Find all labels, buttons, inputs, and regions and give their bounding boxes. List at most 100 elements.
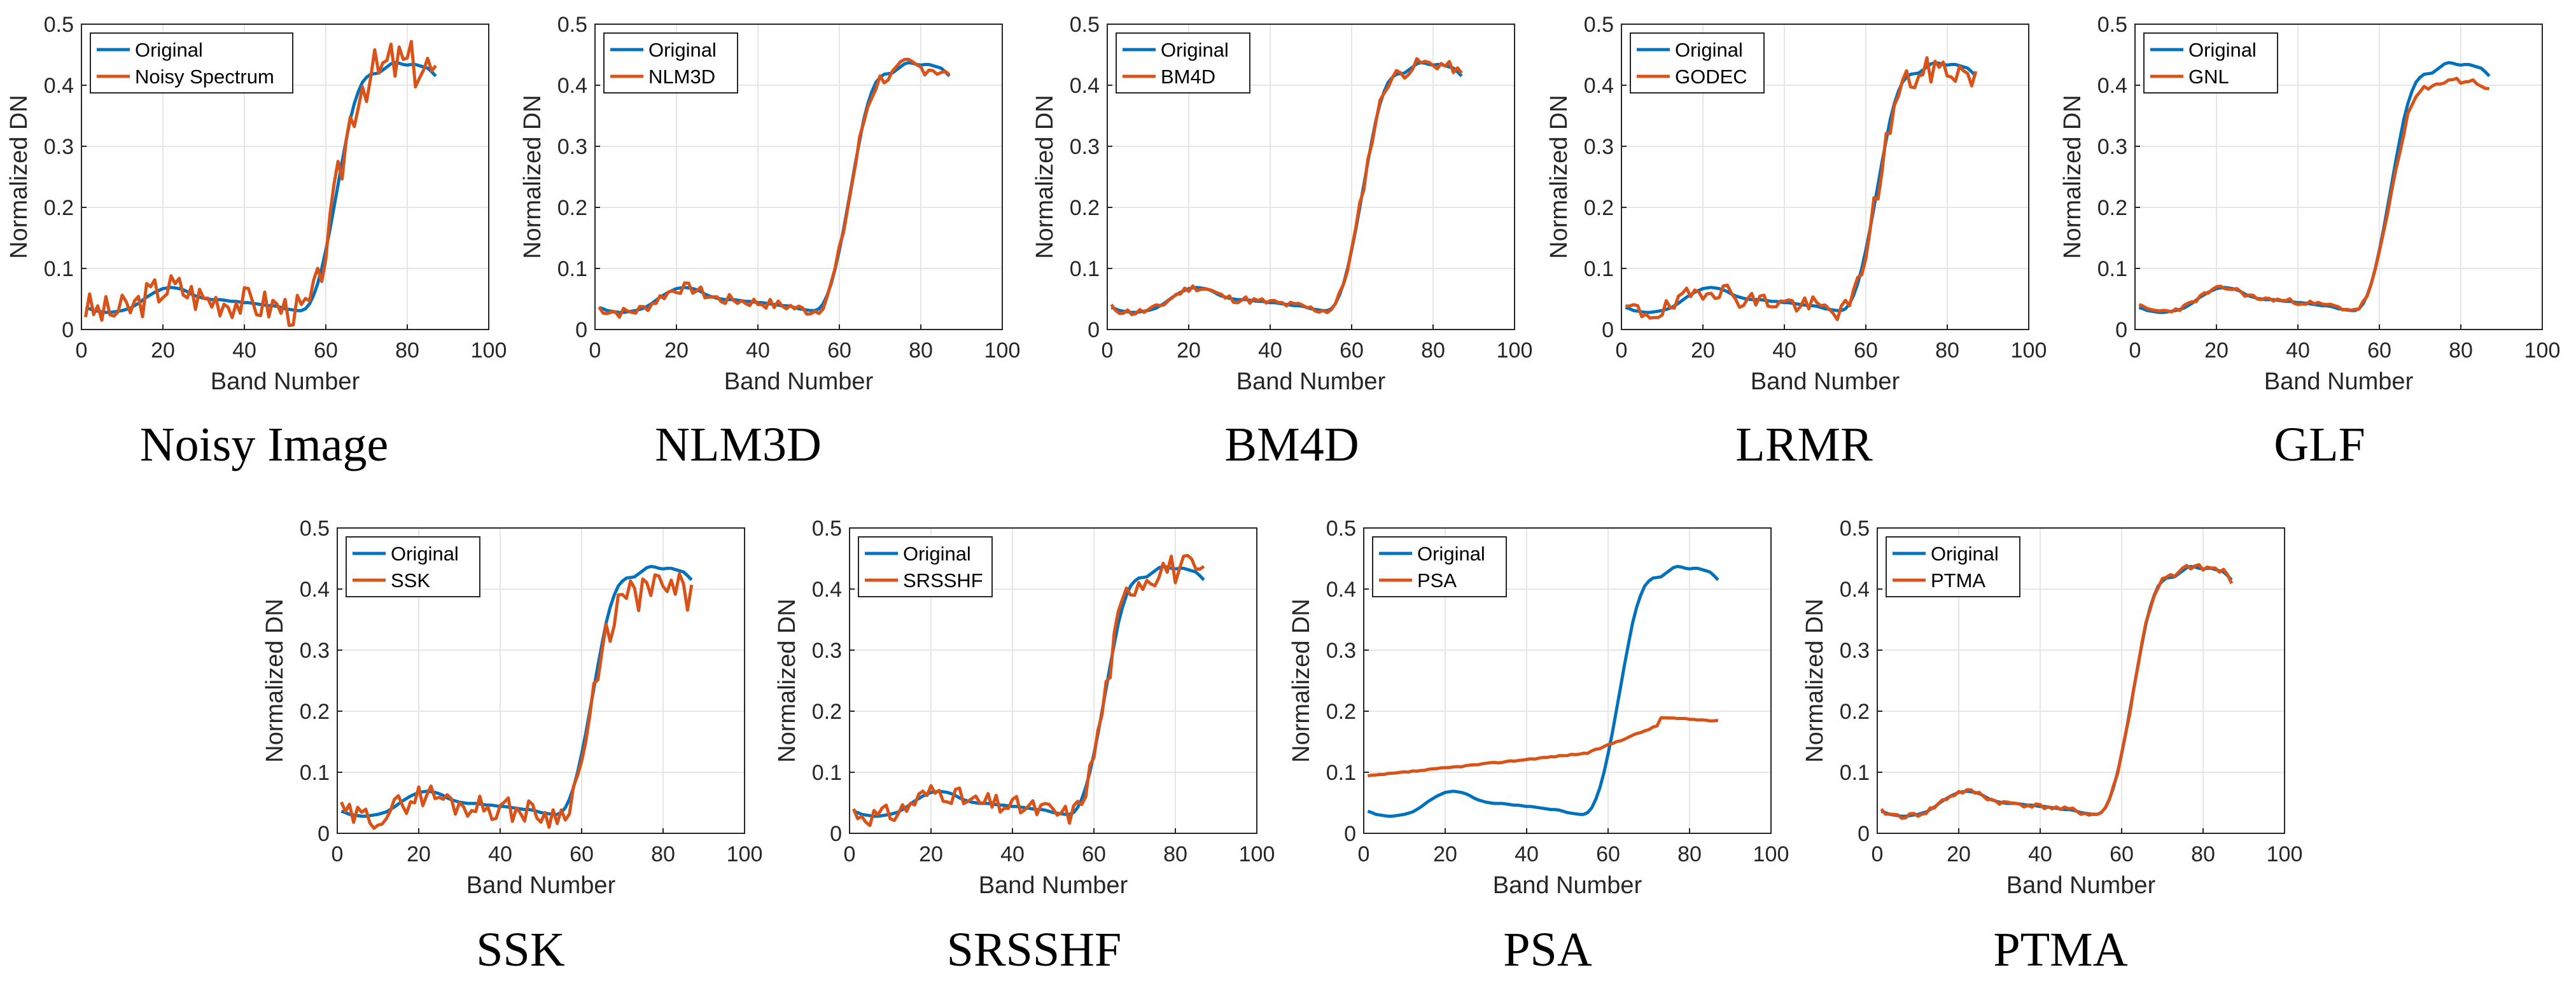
y-tick-label: 0.5 bbox=[1840, 517, 1870, 541]
x-tick-label: 60 bbox=[1082, 842, 1106, 866]
series-line-noisy-spectrum bbox=[83, 39, 437, 328]
x-axis-label: Band Number bbox=[1751, 368, 1900, 395]
y-tick-label: 0 bbox=[1858, 822, 1870, 846]
x-tick-label: 0 bbox=[589, 338, 601, 363]
y-axis-label: Normalized DN bbox=[1032, 95, 1058, 259]
legend-label-estimate: PTMA bbox=[1931, 569, 1985, 592]
series-line-nlm3d bbox=[598, 57, 951, 319]
y-tick-label: 0.3 bbox=[557, 135, 587, 159]
x-tick-label: 100 bbox=[2267, 842, 2303, 866]
panel-caption: GLF bbox=[2274, 418, 2365, 471]
legend-box bbox=[603, 32, 738, 94]
x-tick-label: 100 bbox=[1753, 842, 1789, 866]
x-tick-label: 80 bbox=[1163, 842, 1187, 866]
plot-area-box bbox=[1621, 24, 2029, 330]
series-line-godec bbox=[1625, 56, 1978, 321]
legend: Original SSK bbox=[346, 536, 480, 597]
y-tick-label: 0.2 bbox=[1070, 196, 1100, 220]
y-tick-label: 0 bbox=[2115, 318, 2127, 342]
x-tick-label: 60 bbox=[570, 842, 594, 866]
y-tick-label: 0.3 bbox=[1584, 135, 1614, 159]
legend-box bbox=[2143, 32, 2278, 94]
x-tick-label: 100 bbox=[1497, 338, 1533, 363]
legend-label-original: Original bbox=[135, 39, 203, 61]
legend-label-original: Original bbox=[648, 39, 717, 61]
y-tick-label: 0.4 bbox=[2097, 74, 2127, 98]
series-line-bm4d bbox=[1110, 57, 1463, 317]
x-tick-label: 100 bbox=[727, 842, 763, 866]
series-line-original bbox=[2138, 61, 2491, 314]
legend-label-original: Original bbox=[1931, 543, 1999, 565]
y-tick-label: 0.3 bbox=[1326, 639, 1356, 663]
x-tick-label: 100 bbox=[1239, 842, 1275, 866]
plot-area-box bbox=[594, 24, 1003, 330]
series-line-original bbox=[85, 61, 437, 314]
legend-label-estimate: Noisy Spectrum bbox=[135, 66, 274, 88]
y-tick-label: 0.1 bbox=[1326, 761, 1356, 785]
x-tick-label: 80 bbox=[395, 338, 419, 363]
series-line-original bbox=[1367, 565, 1719, 818]
y-tick-label: 0.4 bbox=[1584, 74, 1614, 98]
legend-box bbox=[90, 32, 293, 94]
legend-label-estimate: NLM3D bbox=[648, 66, 715, 88]
legend-box bbox=[1372, 536, 1507, 597]
chart-panel-3: 0 20 40 60 80 100 0 0.1 0.2 0.3 0.4 0.5 Band Number N… bbox=[1032, 13, 1532, 471]
panel-caption: BM4D bbox=[1224, 418, 1359, 471]
y-axis-label: Normalized DN bbox=[1288, 599, 1315, 763]
y-tick-label: 0.2 bbox=[812, 700, 842, 724]
chart-panel-4: 0 20 40 60 80 100 0 0.1 0.2 0.3 0.4 0.5 Band Number N… bbox=[1546, 13, 2047, 471]
chart-panel-7: 0 20 40 60 80 100 0 0.1 0.2 0.3 0.4 0.5 Band Number N… bbox=[774, 517, 1275, 976]
x-tick-label: 80 bbox=[1677, 842, 1702, 866]
x-tick-label: 0 bbox=[2129, 338, 2141, 363]
y-axis-label: Normalized DN bbox=[1802, 599, 1828, 763]
plot-area-box bbox=[81, 24, 489, 330]
series-line-psa bbox=[1367, 716, 1719, 778]
y-tick-label: 0.1 bbox=[44, 257, 74, 281]
series-line-original bbox=[1110, 61, 1463, 314]
y-axis-label: Normalized DN bbox=[2059, 95, 2086, 259]
x-tick-label: 60 bbox=[1596, 842, 1620, 866]
legend-label-estimate: GODEC bbox=[1675, 66, 1747, 88]
legend-box bbox=[346, 536, 480, 597]
x-axis-label: Band Number bbox=[1493, 872, 1642, 899]
y-tick-label: 0.1 bbox=[812, 761, 842, 785]
legend: Original PSA bbox=[1372, 536, 1507, 597]
x-tick-label: 20 bbox=[1947, 842, 1971, 866]
legend-label-original: Original bbox=[1675, 39, 1743, 61]
y-tick-label: 0.4 bbox=[1840, 578, 1870, 602]
x-tick-label: 100 bbox=[471, 338, 507, 363]
legend-label-estimate: SRSSHF bbox=[903, 569, 983, 592]
y-tick-label: 0.3 bbox=[2097, 135, 2127, 159]
y-tick-label: 0.4 bbox=[812, 578, 842, 602]
x-axis-label: Band Number bbox=[211, 368, 360, 395]
legend: Original Noisy Spectrum bbox=[90, 32, 293, 94]
x-tick-label: 60 bbox=[2367, 338, 2391, 363]
x-tick-label: 100 bbox=[2524, 338, 2561, 363]
series-line-original bbox=[598, 61, 951, 314]
x-tick-label: 20 bbox=[1177, 338, 1201, 363]
y-tick-label: 0.5 bbox=[1326, 517, 1356, 541]
x-tick-label: 40 bbox=[232, 338, 256, 363]
panel-caption: SRSSHF bbox=[947, 923, 1122, 976]
x-tick-label: 100 bbox=[984, 338, 1021, 363]
y-axis-label: Normalized DN bbox=[6, 95, 32, 259]
x-tick-label: 60 bbox=[1854, 338, 1878, 363]
chart-panel-2: 0 20 40 60 80 100 0 0.1 0.2 0.3 0.4 0.5 Band Number N… bbox=[519, 13, 1020, 471]
x-tick-label: 80 bbox=[2449, 338, 2473, 363]
x-tick-label: 80 bbox=[909, 338, 933, 363]
y-tick-label: 0.5 bbox=[44, 13, 74, 37]
y-tick-label: 0 bbox=[1088, 318, 1100, 342]
x-tick-label: 20 bbox=[919, 842, 943, 866]
chart-panel-9: 0 20 40 60 80 100 0 0.1 0.2 0.3 0.4 0.5 Band Number N… bbox=[1802, 517, 2302, 976]
y-tick-label: 0 bbox=[830, 822, 842, 846]
legend-label-original: Original bbox=[1417, 543, 1485, 565]
legend: Original PTMA bbox=[1886, 536, 2020, 597]
x-tick-label: 0 bbox=[1872, 842, 1884, 866]
legend-box bbox=[1116, 32, 1250, 94]
x-tick-label: 20 bbox=[151, 338, 175, 363]
y-tick-label: 0.4 bbox=[44, 74, 74, 98]
y-tick-label: 0.1 bbox=[1584, 257, 1614, 281]
x-axis-label: Band Number bbox=[2006, 872, 2156, 899]
x-tick-label: 40 bbox=[1515, 842, 1539, 866]
